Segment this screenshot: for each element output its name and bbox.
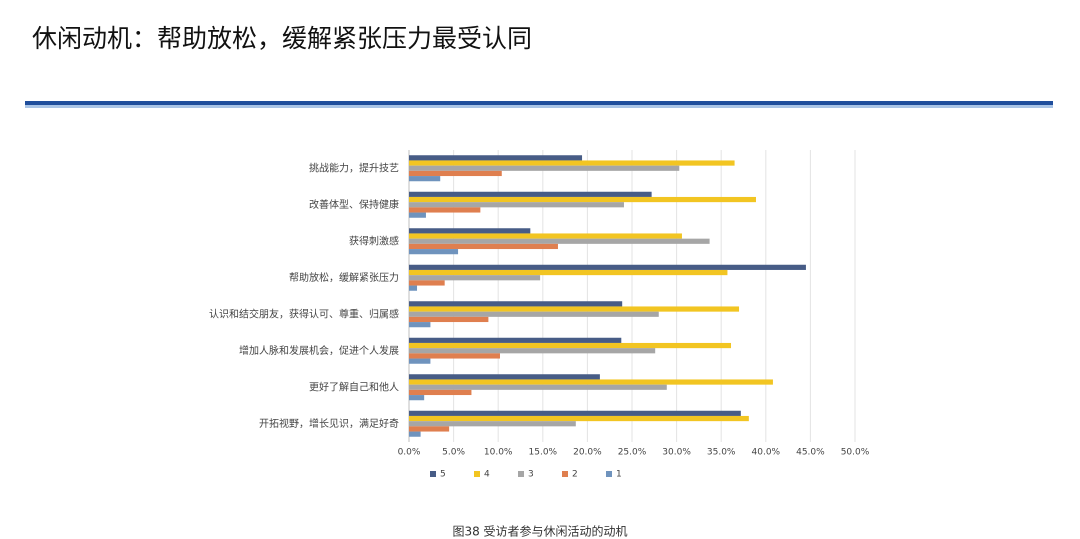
bar bbox=[409, 395, 425, 401]
bar bbox=[409, 191, 652, 197]
bar bbox=[409, 207, 481, 213]
x-tick-label: 10.0% bbox=[484, 448, 513, 458]
bar bbox=[409, 280, 445, 286]
y-tick-label: 获得刺激感 bbox=[349, 234, 399, 247]
x-tick-label: 40.0% bbox=[752, 448, 781, 458]
y-tick-label: 帮助放松，缓解紧张压力 bbox=[289, 271, 399, 284]
bar bbox=[409, 212, 426, 218]
bar bbox=[409, 322, 431, 328]
x-tick-label: 45.0% bbox=[796, 448, 825, 458]
bar bbox=[409, 301, 623, 307]
bar bbox=[409, 358, 431, 364]
bar bbox=[409, 410, 741, 416]
y-tick-label: 认识和结交朋友，获得认可、尊重、归属感 bbox=[209, 307, 399, 320]
bar bbox=[409, 160, 735, 166]
legend-label: 2 bbox=[572, 470, 578, 480]
legend-label: 4 bbox=[484, 470, 490, 480]
bar bbox=[409, 415, 749, 422]
bar bbox=[409, 285, 418, 291]
bar bbox=[409, 202, 624, 208]
bar bbox=[409, 348, 656, 354]
legend-swatch bbox=[562, 471, 568, 477]
bar bbox=[409, 337, 622, 343]
y-tick-label: 挑战能力，提升技艺 bbox=[309, 161, 399, 174]
x-tick-label: 20.0% bbox=[573, 448, 602, 458]
bar bbox=[409, 238, 710, 244]
bar bbox=[409, 374, 600, 380]
bar bbox=[409, 165, 680, 171]
x-tick-label: 25.0% bbox=[618, 448, 647, 458]
divider-shadow bbox=[25, 105, 1053, 108]
legend-swatch bbox=[606, 471, 612, 477]
bar bbox=[409, 176, 441, 182]
bar bbox=[409, 155, 583, 161]
bar bbox=[409, 379, 773, 385]
y-tick-label: 开拓视野，增长见识，满足好奇 bbox=[259, 417, 399, 430]
y-tick-label: 改善体型、保持健康 bbox=[309, 198, 399, 211]
caption: 图38 受访者参与休闲活动的动机 bbox=[452, 524, 627, 539]
x-tick-label: 0.0% bbox=[398, 448, 421, 458]
x-tick-label: 35.0% bbox=[707, 448, 736, 458]
bar bbox=[409, 316, 489, 323]
x-tick-label: 15.0% bbox=[529, 448, 558, 458]
slide-title: 休闲动机：帮助放松，缓解紧张压力最受认同 bbox=[32, 24, 532, 53]
divider bbox=[25, 101, 1053, 105]
legend-swatch bbox=[430, 471, 436, 477]
x-tick-label: 5.0% bbox=[442, 448, 465, 458]
bar bbox=[409, 249, 459, 255]
bar bbox=[409, 269, 728, 276]
bar bbox=[409, 196, 756, 203]
legend-label: 1 bbox=[616, 470, 622, 480]
bar bbox=[409, 233, 682, 239]
y-tick-label: 更好了解自己和他人 bbox=[309, 380, 399, 393]
bar bbox=[409, 353, 500, 359]
bar bbox=[409, 243, 558, 250]
bar bbox=[409, 264, 806, 270]
bar bbox=[409, 228, 531, 234]
legend-swatch bbox=[518, 471, 524, 477]
legend-swatch bbox=[474, 471, 480, 477]
bar bbox=[409, 426, 450, 432]
bar bbox=[409, 170, 502, 177]
legend-label: 3 bbox=[528, 470, 534, 480]
bar bbox=[409, 431, 421, 437]
legend-label: 5 bbox=[440, 470, 446, 480]
bar bbox=[409, 421, 576, 427]
y-tick-label: 增加人脉和发展机会，促进个人发展 bbox=[239, 344, 399, 357]
bar bbox=[409, 311, 659, 317]
bar bbox=[409, 306, 740, 312]
x-tick-label: 30.0% bbox=[662, 448, 691, 458]
bar bbox=[409, 275, 541, 281]
x-tick-label: 50.0% bbox=[841, 448, 870, 458]
bar bbox=[409, 384, 667, 390]
bar bbox=[409, 389, 472, 396]
bar bbox=[409, 342, 732, 349]
